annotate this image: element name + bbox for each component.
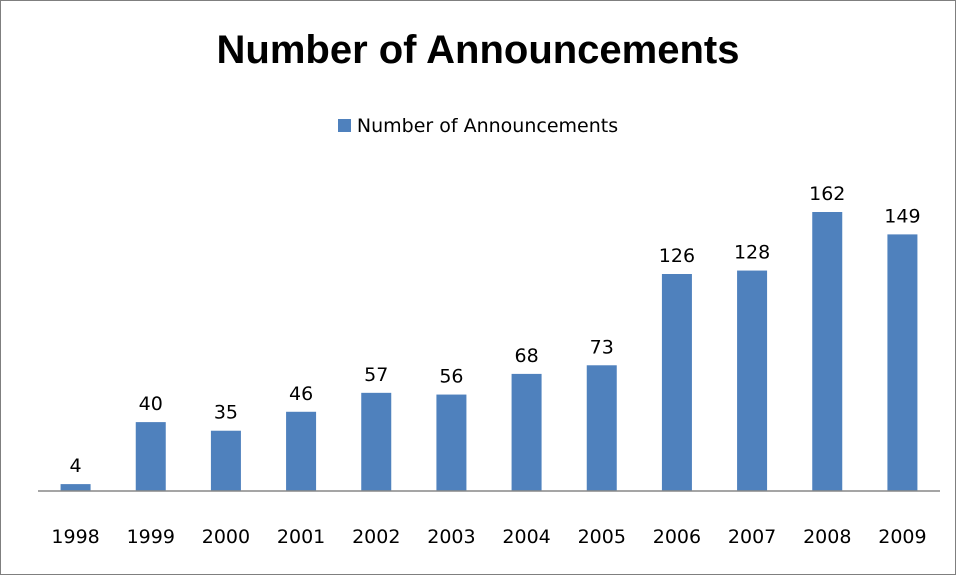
bars-group [60,212,918,491]
legend-swatch [337,119,351,132]
data-label-2004: 68 [514,345,538,367]
x-tick-label-1999: 1999 [127,526,175,548]
data-label-2002: 57 [364,364,388,386]
bar-1998 [60,484,91,491]
data-labels-group: 4 40 35 46 57 56 68 73 126 128 162 149 [70,183,921,477]
bar-2002 [361,392,392,491]
data-label-2008: 162 [809,183,845,205]
x-tick-label-2001: 2001 [277,526,325,548]
x-tick-label-2005: 2005 [578,526,626,548]
data-label-2001: 46 [289,383,313,405]
data-label-2005: 73 [590,336,614,358]
x-tick-label-2009: 2009 [878,526,926,548]
bar-2009 [887,234,918,491]
x-tick-label-2008: 2008 [803,526,851,548]
x-tick-label-2000: 2000 [202,526,250,548]
x-tick-label-2006: 2006 [653,526,701,548]
bar-2003 [436,394,467,491]
bar-2001 [286,411,317,491]
bar-2006 [661,274,692,491]
x-tick-label-2002: 2002 [352,526,400,548]
data-label-2009: 149 [884,205,920,227]
data-label-1998: 4 [70,455,82,477]
x-tick-label-2003: 2003 [427,526,475,548]
x-tick-label-2007: 2007 [728,526,776,548]
bar-2004 [511,373,542,491]
data-label-2003: 56 [439,366,463,388]
legend-label: Number of Announcements [356,115,619,137]
x-tick-label-1998: 1998 [51,526,99,548]
data-label-2007: 128 [734,242,770,264]
data-label-2006: 126 [659,245,695,267]
data-label-2000: 35 [214,402,238,424]
bar-2000 [210,430,241,491]
bar-2005 [586,365,617,491]
x-tick-labels-group: 1998 1999 2000 2001 2002 2003 2004 2005 2006 2007… [51,526,926,548]
bar-1999 [135,422,166,491]
x-tick-label-2004: 2004 [502,526,550,548]
data-label-1999: 40 [139,393,163,415]
bar-2008 [812,212,843,491]
legend: Number of Announcements [0,115,956,137]
bar-2007 [737,270,768,491]
chart-title: Number of Announcements [216,28,740,72]
